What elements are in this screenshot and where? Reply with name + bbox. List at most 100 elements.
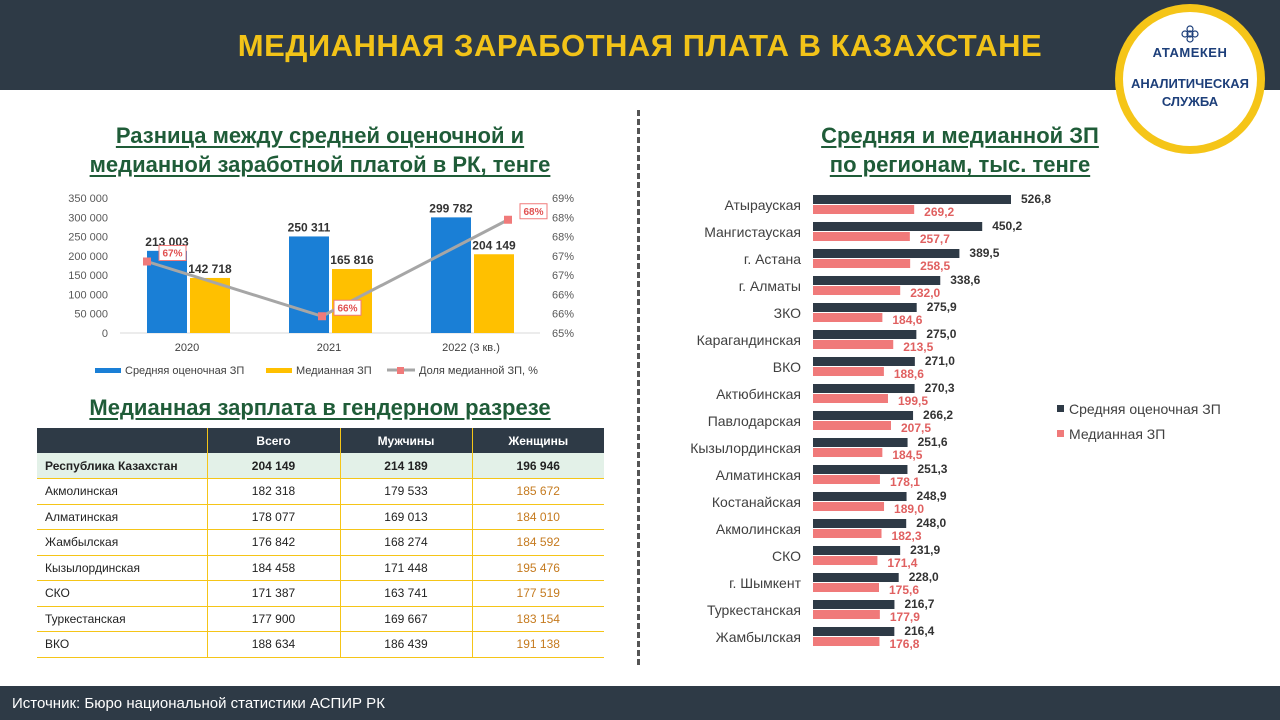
region-label: Кызылординская bbox=[690, 440, 801, 456]
bar-median-label: 142 718 bbox=[188, 262, 232, 276]
share-marker bbox=[318, 312, 326, 321]
share-label-box bbox=[158, 245, 187, 261]
table-row: Акмолинская 182 318 179 533 185 672 bbox=[37, 478, 604, 505]
y2-tick-label: 65% bbox=[552, 328, 574, 340]
region-median-value: 177,9 bbox=[890, 610, 920, 624]
region-label: Костанайская bbox=[712, 494, 801, 510]
share-marker bbox=[143, 257, 151, 266]
table-row: Кызылординская 184 458 171 448 195 476 bbox=[37, 555, 604, 581]
logo-service-line1: АНАЛИТИЧЕСКАЯ bbox=[1131, 76, 1249, 91]
region-average-value: 248,0 bbox=[916, 516, 946, 530]
region-average-value: 251,6 bbox=[918, 435, 948, 449]
region-bar-median bbox=[813, 637, 880, 646]
right-chart-title-line1: Средняя и медианной ЗП bbox=[821, 123, 1099, 148]
region-bar-average bbox=[813, 411, 914, 420]
table-cell-men: 169 667 bbox=[339, 606, 472, 632]
legend-average-label: Средняя оценочная ЗП bbox=[125, 365, 244, 377]
right-chart-title: Средняя и медианной ЗП по регионам, тыс.… bbox=[760, 121, 1160, 179]
table-cell-total: 184 458 bbox=[206, 555, 340, 581]
table-cell-women: 183 154 bbox=[471, 606, 604, 632]
region-bar-average bbox=[813, 573, 899, 582]
legend-share-marker bbox=[397, 367, 404, 374]
bar-median-label: 165 816 bbox=[330, 253, 374, 267]
table-cell-total: 204 149 bbox=[206, 453, 340, 479]
left-chart-title-line1: Разница между средней оценочной и bbox=[115, 123, 525, 148]
region-bar-median bbox=[813, 259, 911, 268]
region-median-value: 258,5 bbox=[920, 259, 950, 273]
bar-average-label: 250 311 bbox=[288, 220, 331, 234]
y2-tick-label: 68% bbox=[552, 212, 574, 224]
region-average-value: 526,8 bbox=[1021, 192, 1051, 206]
table-row: Алматинская 178 077 169 013 184 010 bbox=[37, 504, 604, 530]
x-category-label: 2021 bbox=[317, 342, 341, 354]
table-cell-total: 177 900 bbox=[206, 606, 340, 632]
region-average-value: 266,2 bbox=[923, 408, 953, 422]
table-cell-region: Республика Казахстан bbox=[37, 453, 207, 479]
table-cell-region: Кызылординская bbox=[37, 555, 207, 581]
region-bar-average bbox=[813, 249, 960, 258]
region-bar-median bbox=[813, 583, 879, 592]
region-median-value: 182,3 bbox=[892, 529, 922, 543]
table-cell-women: 177 519 bbox=[471, 580, 604, 607]
table-cell-region: ВКО bbox=[37, 631, 207, 658]
page-title: МЕДИАННАЯ ЗАРАБОТНАЯ ПЛАТА В КАЗАХСТАНЕ bbox=[237, 28, 1043, 63]
region-bar-average bbox=[813, 330, 917, 339]
region-bar-median bbox=[813, 421, 891, 430]
region-bar-median bbox=[813, 232, 910, 241]
region-average-value: 216,4 bbox=[904, 624, 934, 638]
table-cell-men: 163 741 bbox=[339, 580, 472, 607]
region-average-value: 275,9 bbox=[927, 300, 957, 314]
region-median-value: 207,5 bbox=[901, 421, 931, 435]
table-header-men: Мужчины bbox=[339, 428, 472, 453]
region-bar-average bbox=[813, 465, 908, 474]
region-median-value: 199,5 bbox=[898, 394, 928, 408]
bar-median-0 bbox=[190, 277, 230, 333]
region-average-value: 275,0 bbox=[926, 327, 956, 341]
table-header-total: Всего bbox=[206, 428, 340, 453]
region-bar-median bbox=[813, 205, 915, 214]
y-tick-label: 150 000 bbox=[68, 270, 108, 282]
region-label: Павлодарская bbox=[708, 413, 801, 429]
region-median-value: 184,5 bbox=[892, 448, 922, 462]
table-cell-women: 191 138 bbox=[471, 631, 604, 658]
region-average-value: 248,9 bbox=[917, 489, 947, 503]
region-median-value: 189,0 bbox=[894, 502, 924, 516]
region-bar-average bbox=[813, 492, 907, 501]
left-chart-title-line2: медианной заработной платой в РК, тенге bbox=[89, 152, 551, 177]
table-cell-men: 171 448 bbox=[339, 555, 472, 581]
region-average-value: 216,7 bbox=[904, 597, 934, 611]
share-label: 67% bbox=[162, 249, 182, 260]
y2-tick-label: 69% bbox=[552, 193, 574, 205]
region-label: Жамбылская bbox=[716, 629, 801, 645]
share-label: 68% bbox=[523, 207, 543, 218]
table-cell-women: 185 672 bbox=[471, 478, 604, 505]
region-average-value: 251,3 bbox=[917, 462, 947, 476]
table-cell-total: 188 634 bbox=[206, 631, 340, 658]
legend-median-swatch bbox=[1057, 430, 1064, 437]
region-bar-median bbox=[813, 367, 884, 376]
logo-service-text: АНАЛИТИЧЕСКАЯ СЛУЖБА bbox=[1123, 75, 1257, 111]
table-cell-women: 184 010 bbox=[471, 504, 604, 530]
header-bar: МЕДИАННАЯ ЗАРАБОТНАЯ ПЛАТА В КАЗАХСТАНЕ bbox=[0, 0, 1280, 90]
region-average-value: 271,0 bbox=[925, 354, 955, 368]
region-bar-average bbox=[813, 438, 908, 447]
x-category-label: 2020 bbox=[175, 342, 199, 354]
y2-tick-label: 66% bbox=[552, 289, 574, 301]
legend-median-swatch bbox=[266, 368, 292, 373]
y-tick-label: 300 000 bbox=[68, 212, 108, 224]
bar-median-label: 204 149 bbox=[472, 238, 516, 252]
region-bar-median bbox=[813, 502, 885, 511]
legend-average-label: Средняя оценочная ЗП bbox=[1069, 401, 1221, 417]
region-median-value: 232,0 bbox=[910, 286, 940, 300]
logo-flower-icon bbox=[1181, 25, 1199, 43]
bar-median-2 bbox=[474, 254, 514, 333]
source-note: Источник: Бюро национальной статистики А… bbox=[12, 695, 385, 712]
region-median-value: 178,1 bbox=[890, 475, 920, 489]
share-label-box bbox=[333, 299, 362, 316]
legend-median-label: Медианная ЗП bbox=[296, 365, 372, 377]
region-label: ЗКО bbox=[774, 305, 801, 321]
table-cell-region: Туркестанская bbox=[37, 606, 207, 632]
region-label: Акмолинская bbox=[716, 521, 801, 537]
share-marker bbox=[504, 215, 512, 224]
